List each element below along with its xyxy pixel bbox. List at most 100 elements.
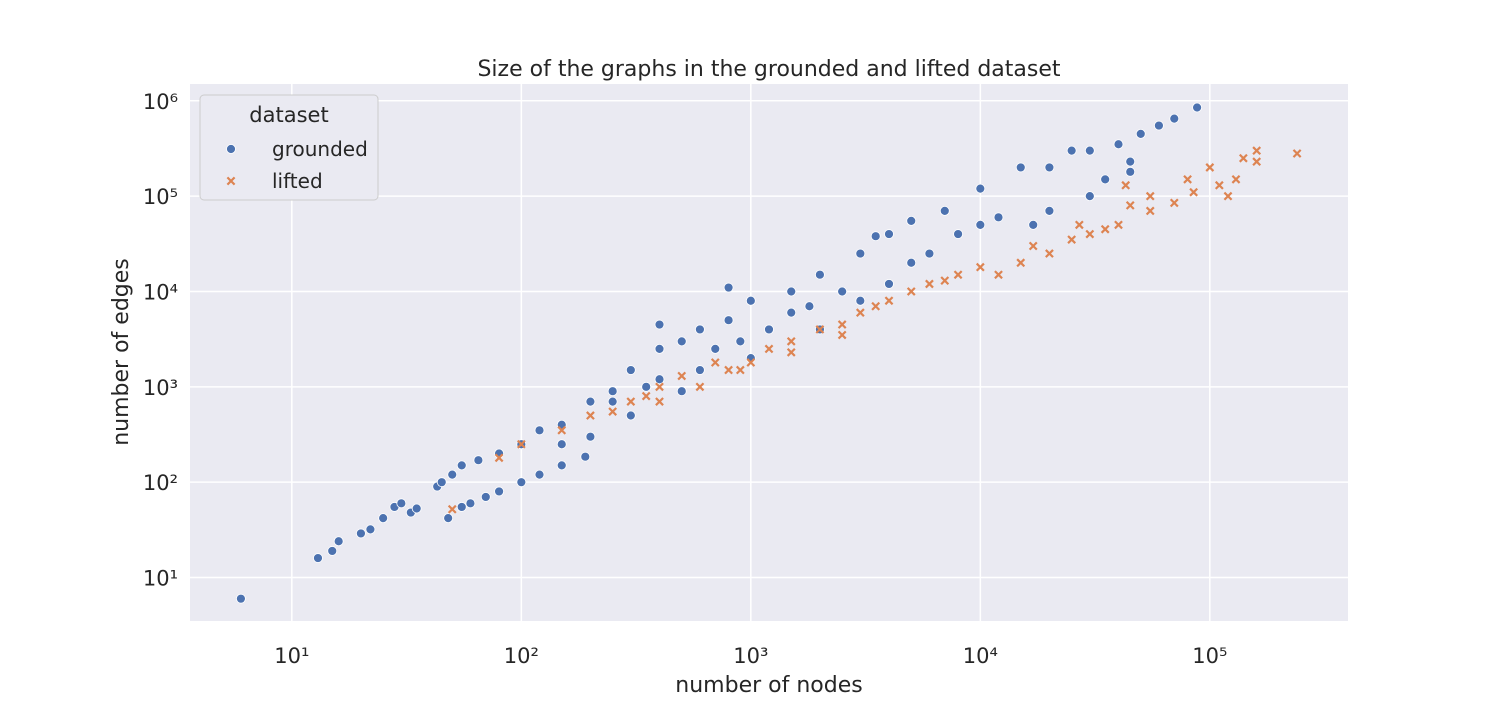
y-tick-label: 10³: [143, 376, 178, 400]
point: [1205, 163, 1215, 172]
point: [625, 365, 636, 375]
point: [534, 469, 545, 480]
point: [746, 358, 756, 367]
point: [516, 477, 527, 488]
point: [953, 229, 963, 239]
point: [764, 344, 774, 354]
point: [924, 248, 935, 259]
x-tick-label: 10²: [504, 644, 539, 668]
point: [745, 295, 756, 306]
point: [1169, 113, 1180, 124]
point: [655, 382, 664, 392]
point: [494, 486, 504, 497]
point: [1238, 153, 1248, 163]
point: [473, 455, 484, 466]
point: [556, 439, 567, 450]
y-tick-label: 10²: [143, 471, 178, 495]
point: [436, 477, 447, 488]
point: [1135, 128, 1146, 139]
point: [1100, 174, 1111, 185]
point: [557, 425, 567, 435]
point: [786, 347, 796, 357]
point: [1231, 174, 1241, 184]
point: [333, 536, 344, 547]
point: [586, 411, 595, 420]
point: [608, 407, 618, 416]
point: [236, 593, 246, 604]
point: [1084, 191, 1095, 202]
point: [641, 381, 652, 392]
legend-label: grounded: [272, 137, 368, 161]
point: [356, 528, 366, 539]
point: [953, 270, 963, 280]
point: [443, 513, 454, 524]
point: [1125, 156, 1136, 167]
point: [626, 397, 636, 406]
point: [1016, 258, 1026, 268]
point: [786, 286, 797, 297]
points: [236, 102, 1302, 604]
point: [1028, 219, 1039, 230]
point: [695, 324, 705, 335]
point: [1114, 220, 1123, 230]
grid: [190, 84, 1348, 621]
point: [1169, 198, 1179, 208]
point: [516, 439, 526, 449]
point: [313, 553, 323, 563]
point: [1113, 139, 1124, 150]
point: [939, 206, 950, 216]
point: [1066, 145, 1077, 156]
y-tick-label: 10¹: [143, 567, 178, 591]
point: [378, 513, 389, 524]
point: [1125, 166, 1136, 177]
point: [837, 330, 847, 340]
point: [906, 257, 917, 268]
point: [695, 365, 705, 375]
point: [940, 276, 950, 285]
point: [1044, 162, 1055, 173]
point: [1145, 191, 1155, 201]
point: [735, 365, 745, 375]
point: [1252, 157, 1262, 167]
point: [994, 270, 1003, 280]
point: [1183, 174, 1192, 184]
point: [1015, 162, 1026, 173]
point: [804, 301, 815, 312]
point: [327, 546, 338, 556]
y-tick-label: 10⁵: [143, 185, 178, 209]
legend-marker: [226, 144, 236, 154]
point: [676, 336, 687, 347]
point: [855, 248, 866, 259]
point: [447, 504, 457, 514]
legend-marker: [226, 176, 236, 186]
point: [676, 386, 687, 397]
point: [396, 498, 407, 509]
point: [735, 336, 746, 347]
y-tick-label: 10⁴: [143, 280, 178, 304]
point: [654, 319, 665, 330]
point: [710, 358, 720, 367]
point: [465, 498, 476, 509]
point: [1100, 224, 1110, 234]
point: [724, 365, 733, 375]
point: [534, 425, 545, 436]
point: [1145, 206, 1155, 216]
point: [585, 396, 596, 407]
point: [871, 301, 881, 311]
legend-label: lifted: [272, 169, 323, 193]
point: [1125, 201, 1135, 210]
point: [480, 492, 491, 502]
point: [494, 453, 504, 463]
point: [1192, 102, 1202, 113]
x-axis-label: number of nodes: [675, 673, 862, 698]
point: [456, 502, 467, 512]
point: [1045, 249, 1054, 258]
point: [1084, 145, 1095, 156]
point: [837, 320, 847, 329]
point: [837, 286, 848, 297]
point: [884, 229, 894, 239]
point: [710, 343, 721, 354]
point: [1214, 180, 1224, 190]
legend-title: dataset: [249, 103, 328, 127]
